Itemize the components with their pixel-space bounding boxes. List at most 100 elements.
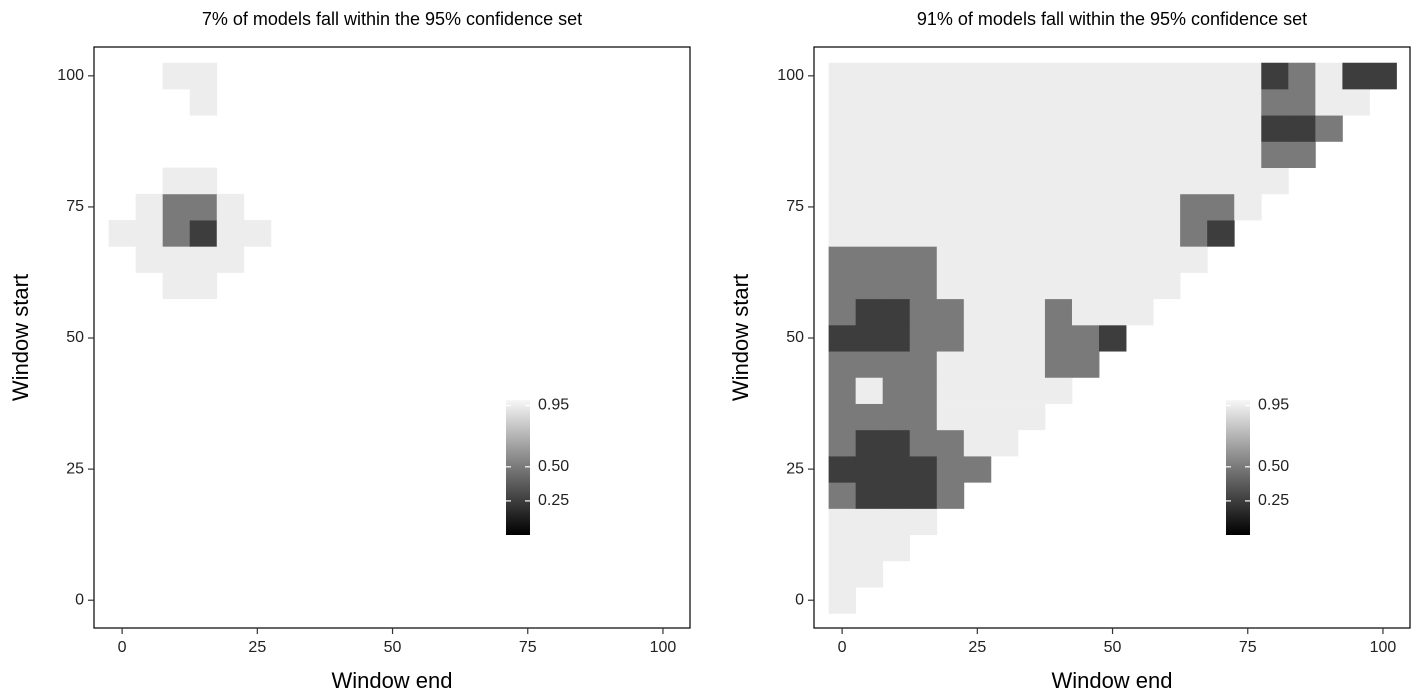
heat-cell bbox=[909, 220, 938, 247]
heat-cell bbox=[855, 62, 884, 90]
heat-cell bbox=[216, 220, 245, 247]
y-tick-label: 0 bbox=[795, 591, 804, 608]
heat-cell bbox=[1126, 272, 1154, 300]
heat-cell bbox=[1180, 141, 1208, 169]
heat-cell bbox=[990, 429, 1019, 457]
heat-cell bbox=[1071, 193, 1100, 221]
heat-cell bbox=[1099, 324, 1127, 352]
heat-cell bbox=[1234, 88, 1262, 116]
heat-cell bbox=[1126, 298, 1154, 326]
heat-cell bbox=[828, 62, 857, 90]
heat-cell bbox=[828, 560, 857, 588]
heat-cell bbox=[855, 272, 884, 300]
heat-cell bbox=[963, 403, 992, 431]
heat-cell bbox=[162, 193, 191, 221]
heat-cell bbox=[1017, 62, 1046, 90]
heat-cell bbox=[1207, 141, 1235, 169]
heat-cell bbox=[936, 193, 965, 221]
heat-cell bbox=[1017, 403, 1046, 431]
heat-cell bbox=[990, 246, 1019, 273]
heat-cell bbox=[828, 220, 857, 247]
heat-cell bbox=[882, 482, 911, 509]
heat-cell bbox=[1044, 167, 1073, 195]
heat-cell bbox=[882, 193, 911, 221]
heat-cell bbox=[909, 88, 938, 116]
heat-cell bbox=[1126, 220, 1154, 247]
chart-title: 91% of models fall within the 95% confid… bbox=[917, 9, 1307, 29]
heat-cell bbox=[963, 298, 992, 326]
heat-cell bbox=[882, 141, 911, 169]
heat-cell bbox=[936, 298, 965, 326]
heat-cell bbox=[828, 272, 857, 300]
heat-cell bbox=[828, 508, 857, 536]
heat-cell bbox=[1153, 167, 1181, 195]
heat-cell bbox=[909, 272, 938, 300]
heat-cell bbox=[990, 377, 1019, 404]
heat-cell bbox=[1044, 272, 1073, 300]
heat-cell bbox=[1153, 62, 1181, 90]
heat-cell bbox=[1099, 88, 1127, 116]
heat-cell bbox=[828, 351, 857, 378]
heat-cell bbox=[990, 403, 1019, 431]
heat-cell bbox=[828, 193, 857, 221]
heat-cell bbox=[189, 88, 218, 116]
heat-cell bbox=[828, 324, 857, 352]
heat-cell bbox=[855, 429, 884, 457]
heat-cell bbox=[882, 351, 911, 378]
heat-cell bbox=[828, 167, 857, 195]
heat-cell bbox=[909, 115, 938, 142]
heat-cell bbox=[1126, 62, 1154, 90]
heat-cell bbox=[1288, 115, 1316, 142]
heat-cell bbox=[1099, 167, 1127, 195]
plot-area bbox=[94, 47, 690, 628]
colorbar-tick-label: 0.95 bbox=[538, 397, 569, 414]
heat-cell bbox=[1126, 193, 1154, 221]
heat-cell bbox=[216, 193, 245, 221]
y-axis-title: Window start bbox=[728, 274, 753, 401]
heat-cell bbox=[855, 167, 884, 195]
heat-cell bbox=[1207, 193, 1235, 221]
colorbar bbox=[1226, 400, 1250, 535]
heat-cell bbox=[1017, 272, 1046, 300]
heat-cell bbox=[1099, 246, 1127, 273]
heat-cell bbox=[963, 429, 992, 457]
heat-cell bbox=[936, 324, 965, 352]
heat-cell bbox=[1044, 88, 1073, 116]
heat-cell bbox=[1369, 62, 1397, 90]
heat-cell bbox=[909, 193, 938, 221]
y-tick-label: 50 bbox=[66, 329, 84, 346]
heat-cell bbox=[828, 246, 857, 273]
heat-cell bbox=[828, 456, 857, 483]
heat-cell bbox=[1261, 141, 1289, 169]
heat-cell bbox=[1288, 62, 1316, 90]
heat-cell bbox=[1153, 246, 1181, 273]
x-tick-label: 0 bbox=[118, 639, 127, 656]
y-tick-label: 25 bbox=[66, 460, 84, 477]
heat-cell bbox=[909, 377, 938, 404]
heat-cell bbox=[963, 246, 992, 273]
heat-cell bbox=[1071, 167, 1100, 195]
heat-cell bbox=[1071, 246, 1100, 273]
heat-cell bbox=[882, 88, 911, 116]
heat-cell bbox=[882, 220, 911, 247]
heat-cell bbox=[1207, 115, 1235, 142]
heat-cell bbox=[1207, 88, 1235, 116]
heat-cell bbox=[936, 482, 965, 509]
heat-cell bbox=[162, 272, 191, 300]
heat-cell bbox=[1071, 62, 1100, 90]
heat-cell bbox=[855, 193, 884, 221]
heat-cell bbox=[1342, 62, 1370, 90]
heat-cell bbox=[135, 220, 164, 247]
heat-cell bbox=[216, 246, 245, 273]
heat-cell bbox=[963, 115, 992, 142]
heat-cell bbox=[828, 429, 857, 457]
heat-cell bbox=[1261, 115, 1289, 142]
x-tick-label: 0 bbox=[838, 639, 847, 656]
y-tick-label: 100 bbox=[57, 67, 84, 84]
heat-cell bbox=[1180, 220, 1208, 247]
colorbar bbox=[506, 400, 530, 535]
heat-cell bbox=[909, 298, 938, 326]
heat-cell bbox=[882, 377, 911, 404]
heat-cell bbox=[909, 167, 938, 195]
y-axis-title: Window start bbox=[8, 274, 33, 401]
